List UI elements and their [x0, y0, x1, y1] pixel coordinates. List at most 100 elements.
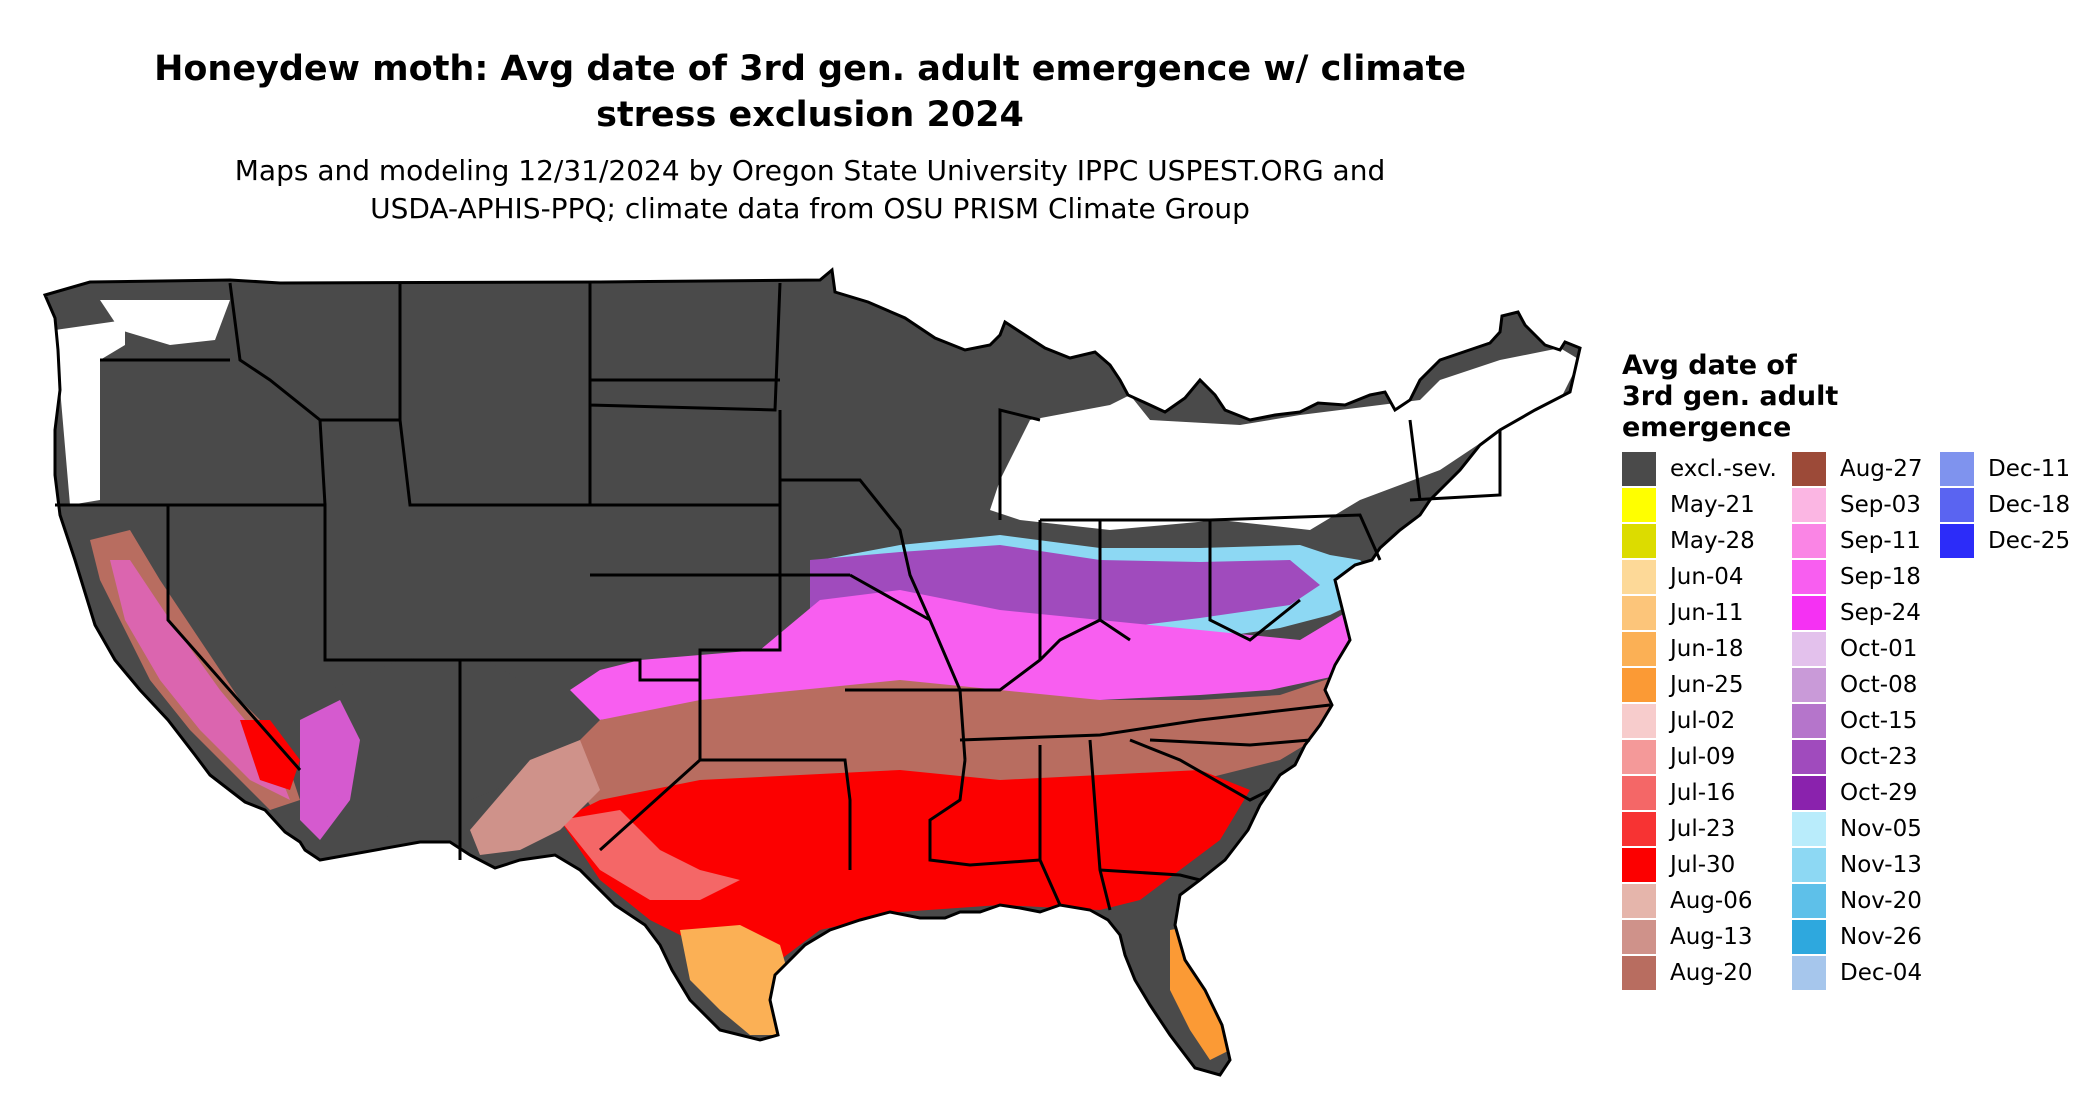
legend-item: Jul-02 [1622, 703, 1777, 739]
border-vt-nh [1408, 419, 1422, 501]
legend-swatch [1792, 452, 1826, 486]
legend-label: Oct-15 [1840, 708, 1918, 734]
legend-item: Oct-08 [1792, 667, 1922, 703]
legend-item: Sep-11 [1792, 523, 1922, 559]
legend-label: Jun-18 [1670, 636, 1744, 662]
legend-label: Dec-11 [1988, 456, 2071, 482]
legend-swatch [1622, 956, 1656, 990]
emergence-zones [45, 270, 1580, 1075]
legend-label: Sep-11 [1840, 528, 1921, 554]
border-tx-nm [598, 678, 702, 852]
legend-label: Jul-23 [1670, 816, 1736, 842]
legend-label: Jun-04 [1670, 564, 1744, 590]
zone-texas-west [470, 740, 600, 855]
legend-swatch [1622, 488, 1656, 522]
legend-title-line-1: Avg date of [1622, 350, 1797, 381]
legend-swatch [1622, 776, 1656, 810]
border-fl-ga [1099, 868, 1201, 882]
legend-item: Dec-11 [1940, 451, 2070, 487]
legend-label: Aug-20 [1670, 960, 1753, 986]
legend-swatch [1622, 704, 1656, 738]
map-subtitle-line-1: Maps and modeling 12/31/2024 by Oregon S… [234, 154, 1386, 187]
zone-jun-texas [680, 925, 790, 1035]
zone-none-midwest-northeast [990, 348, 1580, 530]
legend-item: Sep-24 [1792, 595, 1922, 631]
legend-title-line-2: 3rd gen. adult [1622, 381, 1839, 412]
legend-label: Oct-23 [1840, 744, 1918, 770]
legend-label: Jun-11 [1670, 600, 1744, 626]
legend-label: Jul-02 [1670, 708, 1736, 734]
legend-item: Dec-25 [1940, 523, 2070, 559]
legend-item: Aug-13 [1622, 919, 1777, 955]
legend-swatch [1622, 668, 1656, 702]
legend-swatch [1622, 596, 1656, 630]
legend-swatch [1622, 848, 1656, 882]
legend-label: Jul-30 [1670, 852, 1736, 878]
legend-swatch [1792, 740, 1826, 774]
legend-column-1: excl.-sev. May-21 May-28 Jun-04 Jun-11 Jun-18… [1622, 451, 1777, 991]
legend-item: Sep-03 [1792, 487, 1922, 523]
legend-title: Avg date of 3rd gen. adult emergence [1622, 350, 1882, 443]
legend-item: Jun-11 [1622, 595, 1777, 631]
legend-item: Jun-18 [1622, 631, 1777, 667]
legend-label: excl.-sev. [1670, 456, 1777, 482]
border-ga-sc [1129, 738, 1271, 802]
map-title: Honeydew moth: Avg date of 3rd gen. adul… [80, 46, 1540, 138]
legend-swatch [1792, 884, 1826, 918]
legend-swatch [1940, 524, 1974, 558]
legend-label: Nov-20 [1840, 888, 1922, 914]
legend-swatch [1792, 668, 1826, 702]
legend-swatch [1622, 812, 1656, 846]
border-nv-ut-az [168, 503, 462, 860]
legend-label: Dec-18 [1988, 492, 2071, 518]
legend-item: Jul-30 [1622, 847, 1777, 883]
legend-swatch [1792, 704, 1826, 738]
legend-label: Sep-18 [1840, 564, 1921, 590]
zone-none-west-coast [55, 320, 125, 505]
border-oh-wv [1208, 520, 1301, 642]
legend-swatch [1622, 920, 1656, 954]
legend-label: Sep-24 [1840, 600, 1921, 626]
legend-swatch [1792, 596, 1826, 630]
legend-swatch [1792, 488, 1826, 522]
legend-label: May-28 [1670, 528, 1755, 554]
map-title-line-1: Honeydew moth: Avg date of 3rd gen. adul… [154, 49, 1466, 89]
border-id [228, 282, 327, 506]
legend-swatch [1792, 812, 1826, 846]
legend-label: Oct-08 [1840, 672, 1918, 698]
legend-item: Oct-01 [1792, 631, 1922, 667]
legend-item: May-28 [1622, 523, 1777, 559]
legend-swatch [1792, 776, 1826, 810]
border-pa-ny [1209, 513, 1382, 561]
legend-swatch [1792, 524, 1826, 558]
border-tx-ok [700, 758, 852, 870]
legend-item: Aug-06 [1622, 883, 1777, 919]
legend-item: May-21 [1622, 487, 1777, 523]
border-tn-ky [959, 703, 1331, 742]
legend-title-line-3: emergence [1622, 412, 1792, 443]
legend-label: May-21 [1670, 492, 1755, 518]
legend-item: Oct-23 [1792, 739, 1922, 775]
legend-item: Jul-09 [1622, 739, 1777, 775]
border-ny-ne [1409, 430, 1502, 502]
zone-southwest-excl [330, 650, 540, 820]
legend-label: Jun-25 [1670, 672, 1744, 698]
legend-swatch [1622, 884, 1656, 918]
legend-swatch [1622, 632, 1656, 666]
border-ar-la [928, 759, 1041, 867]
legend-swatch [1792, 956, 1826, 990]
state-boundaries [43, 268, 1582, 1077]
zone-california-desert [240, 720, 300, 790]
border-mo [849, 573, 967, 761]
zone-jul-16 [560, 810, 740, 900]
legend-item: Nov-13 [1792, 847, 1922, 883]
legend-swatch [1940, 488, 1974, 522]
legend-label: Jul-09 [1670, 744, 1736, 770]
border-nc-sc [1149, 738, 1311, 747]
border-ca-nv [55, 503, 302, 771]
legend-column-2: Aug-27 Sep-03 Sep-11 Sep-18 Sep-24 Oct-01 Oct-… [1792, 451, 1922, 991]
legend-item: Aug-27 [1792, 451, 1922, 487]
zone-california-sep [110, 560, 290, 800]
legend-item: Nov-20 [1792, 883, 1922, 919]
legend-item: Oct-29 [1792, 775, 1922, 811]
